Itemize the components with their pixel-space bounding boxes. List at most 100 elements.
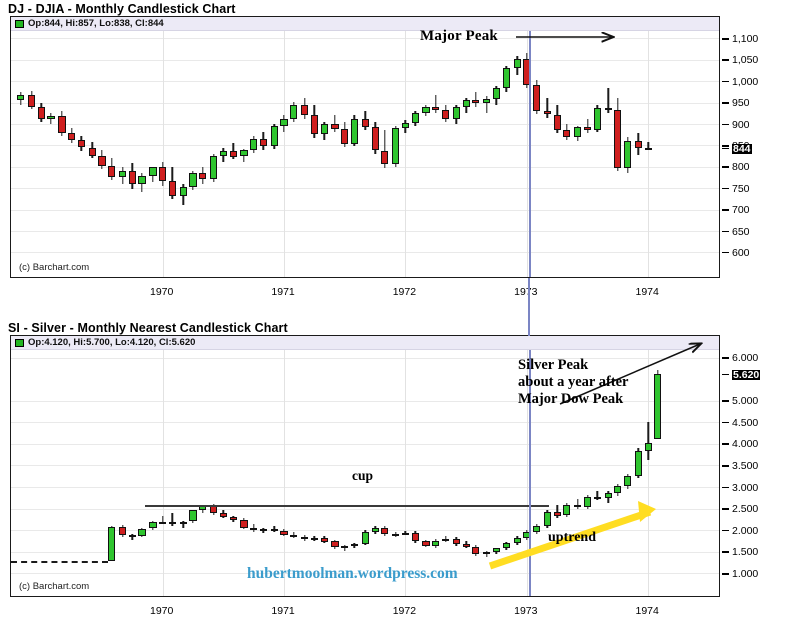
- candle-body-bearish: [219, 512, 228, 518]
- candle-body-bearish: [280, 531, 288, 535]
- y-tick-label: 2.500: [732, 503, 759, 516]
- y-tick-label: 6.000: [732, 352, 759, 365]
- y-tick-label: 4.500: [732, 416, 759, 429]
- candle-body-bullish: [259, 528, 268, 531]
- candlestick: [240, 17, 248, 277]
- candlestick: [532, 17, 541, 277]
- candlestick: [128, 17, 136, 277]
- candlestick: [108, 17, 116, 277]
- x-tick-label: 1972: [392, 286, 417, 298]
- candlestick: [17, 17, 25, 277]
- candle-body-bearish: [108, 165, 116, 177]
- candle-body-bullish: [623, 475, 632, 487]
- candlestick: [119, 17, 127, 277]
- candle-wick: [334, 115, 336, 133]
- dow-peak-marker: [529, 17, 531, 277]
- y-tick-label: 700: [732, 204, 750, 217]
- candle-wick: [607, 87, 609, 114]
- candle-body-bullish: [240, 149, 248, 157]
- candlestick: [290, 17, 298, 277]
- candle-body-bullish: [422, 106, 430, 113]
- y-tick-mark: [722, 59, 729, 61]
- candle-wick: [647, 422, 649, 461]
- silver-y-axis: 1.000 1.500 2.000 2.500 3.000 3.500 4.000 4.500…: [720, 335, 790, 597]
- y-tick-mark: [722, 187, 729, 190]
- candle-body-bullish: [513, 59, 521, 69]
- candlestick: [320, 336, 328, 596]
- candlestick: [250, 336, 258, 596]
- candlestick: [58, 17, 66, 277]
- gridline-horizontal: [11, 230, 719, 232]
- candlestick: [301, 17, 309, 277]
- candle-body-bearish: [574, 505, 582, 508]
- candlestick: [47, 17, 55, 277]
- candle-body-bullish: [310, 538, 319, 540]
- candlestick: [492, 17, 501, 277]
- candle-body-bearish: [37, 106, 45, 119]
- candle-body-bearish: [381, 527, 389, 535]
- candle-body-bearish: [472, 100, 480, 104]
- candle-body-bullish: [350, 118, 359, 145]
- candlestick: [88, 17, 96, 277]
- candle-body-bearish: [229, 150, 237, 157]
- candle-body-bearish: [532, 84, 541, 112]
- candle-body-bearish: [472, 546, 480, 555]
- silver-barchart-watermark: (c) Barchart.com: [19, 581, 90, 592]
- candle-body-bullish: [199, 506, 207, 511]
- candle-wick: [344, 544, 346, 551]
- dow-legend-text: Op:844, Hi:857, Lo:838, Cl:844: [28, 18, 164, 29]
- candlestick: [492, 336, 501, 596]
- x-tick-label: 1971: [271, 605, 295, 617]
- silver-chart-panel: SI - Silver - Monthly Nearest Candlestic…: [0, 319, 790, 638]
- gridline-vertical: [405, 17, 407, 277]
- y-tick-mark: [722, 80, 729, 83]
- candle-body-bearish: [310, 115, 319, 135]
- uptrend-label: uptrend: [548, 530, 596, 545]
- dow-y-axis: 6006507007508008509009501,0001,0501,1008…: [720, 16, 790, 278]
- candle-body-bullish: [634, 450, 643, 476]
- candle-body-bullish: [623, 141, 632, 168]
- candlestick: [513, 17, 521, 277]
- candle-body-bullish: [179, 187, 187, 196]
- candle-wick: [486, 96, 488, 114]
- silver-legend-swatch-icon: [15, 338, 24, 347]
- candle-body-bullish: [189, 172, 197, 188]
- candlestick: [320, 17, 328, 277]
- candle-body-bullish: [462, 100, 470, 107]
- silver-legend-text: Op:4.120, Hi:5.700, Lo:4.120, Cl:5.620: [28, 337, 196, 348]
- candle-wick: [596, 490, 598, 500]
- candlestick: [310, 336, 319, 596]
- y-tick-label: 1,050: [732, 54, 759, 67]
- candlestick: [149, 17, 157, 277]
- candle-body-bullish: [574, 127, 582, 137]
- y-tick-label: 900: [732, 118, 750, 131]
- candle-body-bullish: [350, 544, 359, 546]
- candle-body-bearish: [210, 506, 218, 513]
- candlestick: [411, 17, 419, 277]
- current-price-tick-mark: [722, 147, 729, 149]
- candle-body-bullish: [492, 548, 501, 552]
- x-tick-label: 1973: [514, 605, 538, 617]
- candlestick: [159, 17, 167, 277]
- candle-body-bearish: [331, 541, 339, 548]
- candle-body-bearish: [371, 127, 379, 151]
- y-tick-mark: [722, 357, 729, 359]
- candlestick: [168, 17, 177, 277]
- y-tick-mark: [722, 443, 729, 445]
- candlestick: [604, 17, 612, 277]
- candle-body-bullish: [250, 138, 258, 150]
- silver-chart-title: SI - Silver - Monthly Nearest Candlestic…: [8, 321, 288, 335]
- gridline-vertical: [648, 336, 650, 596]
- candle-body-bearish: [361, 118, 370, 128]
- candle-body-bullish: [17, 94, 25, 101]
- candle-wick: [586, 118, 589, 134]
- candlestick: [210, 17, 218, 277]
- candle-body-bullish: [593, 107, 601, 131]
- y-tick-label: 950: [732, 97, 750, 110]
- candle-body-bearish: [168, 522, 177, 525]
- candlestick: [392, 17, 400, 277]
- marker-line-connector: [528, 278, 530, 338]
- candlestick: [371, 336, 379, 596]
- candle-body-bearish: [411, 532, 419, 542]
- candle-wick: [546, 98, 549, 118]
